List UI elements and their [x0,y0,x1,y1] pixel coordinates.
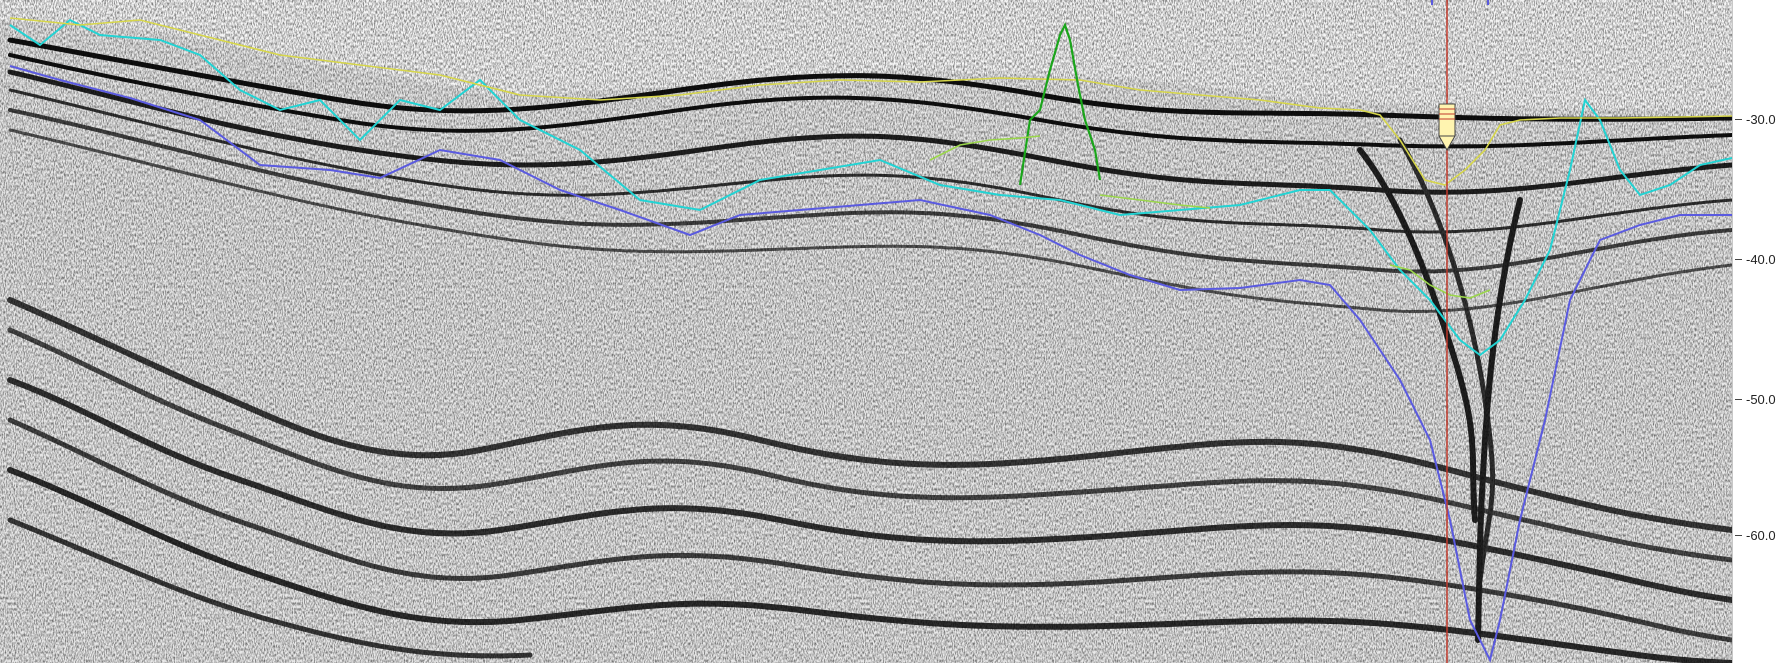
tick-label: -40.0 [1746,252,1776,267]
depth-axis: -30.0 -40.0 -50.0 -60.0 [1732,0,1787,663]
depth-tick: -40.0 [1733,252,1787,268]
depth-tick: -30.0 [1733,112,1787,128]
tick-mark [1735,259,1742,260]
tick-mark [1735,535,1742,536]
horizon-lightgreen-line-2[interactable] [1099,194,1211,209]
horizon-lightgreen-line-3[interactable] [1389,264,1491,299]
horizon-blue-line[interactable] [9,65,1732,663]
tick-label: -50.0 [1746,392,1776,407]
seismic-svg [0,0,1732,663]
horizon-lightgreen-line[interactable] [929,135,1041,161]
borehole-marker-icon[interactable] [1438,103,1456,152]
tick-mark [1735,399,1742,400]
depth-tick: -60.0 [1733,528,1787,544]
tick-label: -60.0 [1746,528,1776,543]
tick-label: -30.0 [1746,112,1776,127]
tick-mark [1735,119,1742,120]
horizon-green-line[interactable] [1018,22,1102,186]
horizon-cyan-line[interactable] [9,18,1732,357]
depth-tick: -50.0 [1733,392,1787,408]
seismic-section[interactable] [0,0,1732,663]
horizon-seabed-line[interactable] [9,17,1732,186]
